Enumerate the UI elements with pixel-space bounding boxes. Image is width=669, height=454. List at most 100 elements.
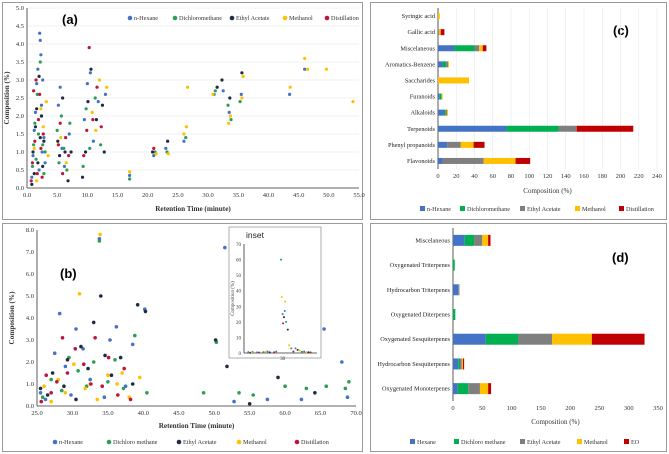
data-point — [32, 143, 36, 147]
data-point — [152, 146, 156, 150]
y-axis-title: Composition (%) — [3, 71, 11, 125]
y-tick-label: 20 — [236, 321, 242, 326]
bar-segment — [454, 45, 475, 52]
data-point — [229, 118, 233, 122]
data-point — [39, 53, 43, 57]
data-point — [324, 67, 329, 71]
y-tick-label: 70 — [236, 243, 242, 248]
data-point — [63, 391, 68, 395]
data-point — [228, 96, 232, 100]
x-tick-label: 40 — [471, 173, 478, 180]
data-point — [309, 351, 312, 354]
data-point — [91, 139, 95, 143]
bar-segment — [453, 333, 486, 345]
category-label: Alkaloids — [411, 110, 436, 117]
data-point — [103, 92, 108, 96]
x-tick-label: 40.0 — [138, 410, 149, 417]
bar-segment — [438, 45, 455, 52]
legend-swatch — [619, 206, 624, 211]
data-point — [227, 121, 231, 125]
data-point — [41, 164, 45, 168]
data-point — [347, 380, 351, 384]
category-label: Saccharides — [405, 77, 436, 84]
data-point — [283, 309, 286, 312]
bar-segment — [576, 125, 634, 132]
data-point — [36, 132, 41, 136]
data-point — [94, 118, 99, 122]
data-point — [76, 369, 80, 373]
legend-label: Methanol — [584, 439, 608, 446]
data-point — [166, 152, 170, 156]
data-point — [83, 386, 88, 391]
legend-swatch — [410, 439, 415, 444]
x-tick-label: 150 — [536, 405, 546, 412]
bar-segment — [468, 383, 480, 395]
category-label: Oxygenated Sesquiterpenes — [380, 336, 450, 343]
data-point — [88, 377, 92, 382]
data-point — [288, 344, 291, 347]
data-point — [58, 85, 62, 89]
legend-label: n-Hexane — [59, 439, 83, 446]
panel-a-label: (a) — [62, 12, 78, 27]
x-tick-label: 180 — [597, 173, 607, 180]
data-point — [238, 100, 242, 104]
x-tick-label: 25.0 — [172, 192, 183, 199]
x-tick-label: 100 — [507, 405, 517, 412]
category-label: Miscelaneous — [415, 237, 450, 244]
bar-segment — [438, 13, 440, 20]
bar-segment — [482, 234, 489, 246]
data-point — [306, 67, 310, 71]
category-label: Flavonoids — [407, 158, 436, 165]
data-point — [30, 182, 34, 186]
data-point — [133, 333, 137, 338]
data-point — [39, 114, 44, 118]
data-point — [56, 103, 60, 107]
data-point — [64, 136, 68, 140]
bar-segment — [460, 358, 462, 370]
data-point — [36, 161, 40, 165]
data-point — [285, 320, 288, 323]
data-point — [30, 161, 35, 165]
data-point — [275, 350, 278, 353]
data-point — [227, 110, 231, 114]
data-point — [32, 128, 36, 132]
data-point — [105, 85, 109, 89]
data-point — [42, 172, 46, 176]
data-point — [36, 118, 41, 122]
bar-segment — [442, 61, 447, 68]
data-point — [137, 375, 142, 380]
bar-segment — [440, 29, 445, 36]
data-point — [343, 386, 348, 391]
data-point — [255, 351, 258, 354]
bar-segment — [438, 109, 444, 116]
data-point — [166, 139, 170, 143]
data-point — [74, 327, 78, 331]
data-point — [57, 311, 62, 316]
y-tick-label: 1.5 — [16, 131, 24, 138]
data-point — [81, 164, 85, 168]
data-point — [240, 96, 244, 100]
data-point — [33, 139, 37, 143]
data-point — [41, 78, 45, 82]
data-point — [66, 179, 70, 183]
data-point — [33, 125, 38, 129]
x-tick-label: 15.0 — [112, 192, 123, 199]
data-point — [62, 164, 67, 168]
data-point — [109, 373, 114, 378]
data-point — [113, 358, 117, 362]
data-point — [73, 347, 78, 351]
data-point — [89, 67, 93, 71]
x-tick-label: 240 — [652, 173, 662, 180]
data-point — [251, 393, 256, 397]
data-point — [88, 146, 92, 150]
category-label: Hydrocarbon Sesquiterpenes — [377, 361, 450, 368]
data-point — [97, 239, 102, 243]
data-point — [340, 360, 344, 364]
data-point — [108, 338, 112, 342]
data-point — [59, 114, 64, 118]
legend-marker — [172, 15, 178, 21]
data-point — [56, 143, 60, 147]
y-tick-label: 10 — [236, 336, 242, 341]
bar-segment — [443, 109, 446, 116]
